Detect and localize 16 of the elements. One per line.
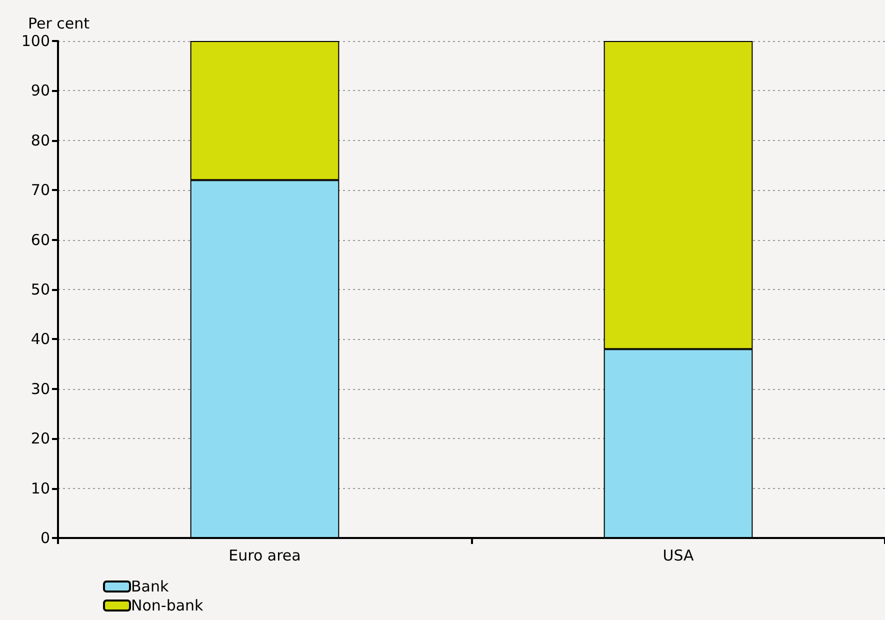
- y-tick-label: 70: [30, 181, 50, 200]
- y-axis-title: Per cent: [28, 14, 90, 32]
- y-tick-label: 90: [30, 82, 50, 100]
- y-tick-label: 80: [30, 131, 50, 150]
- legend-label: Bank: [131, 578, 169, 596]
- y-tick-label: 30: [30, 380, 50, 398]
- x-tick-label: USA: [662, 546, 695, 564]
- y-tick-label: 10: [30, 479, 50, 498]
- x-tick-label: Euro area: [228, 546, 301, 564]
- y-tick-label: 50: [30, 280, 50, 298]
- y-tick-label: 0: [40, 529, 50, 547]
- legend-label: Non-bank: [131, 596, 204, 614]
- y-tick-label: 40: [30, 330, 50, 348]
- y-tick-label: 20: [30, 430, 50, 448]
- y-tick-label: 100: [21, 32, 50, 50]
- y-tick-label: 60: [30, 230, 50, 249]
